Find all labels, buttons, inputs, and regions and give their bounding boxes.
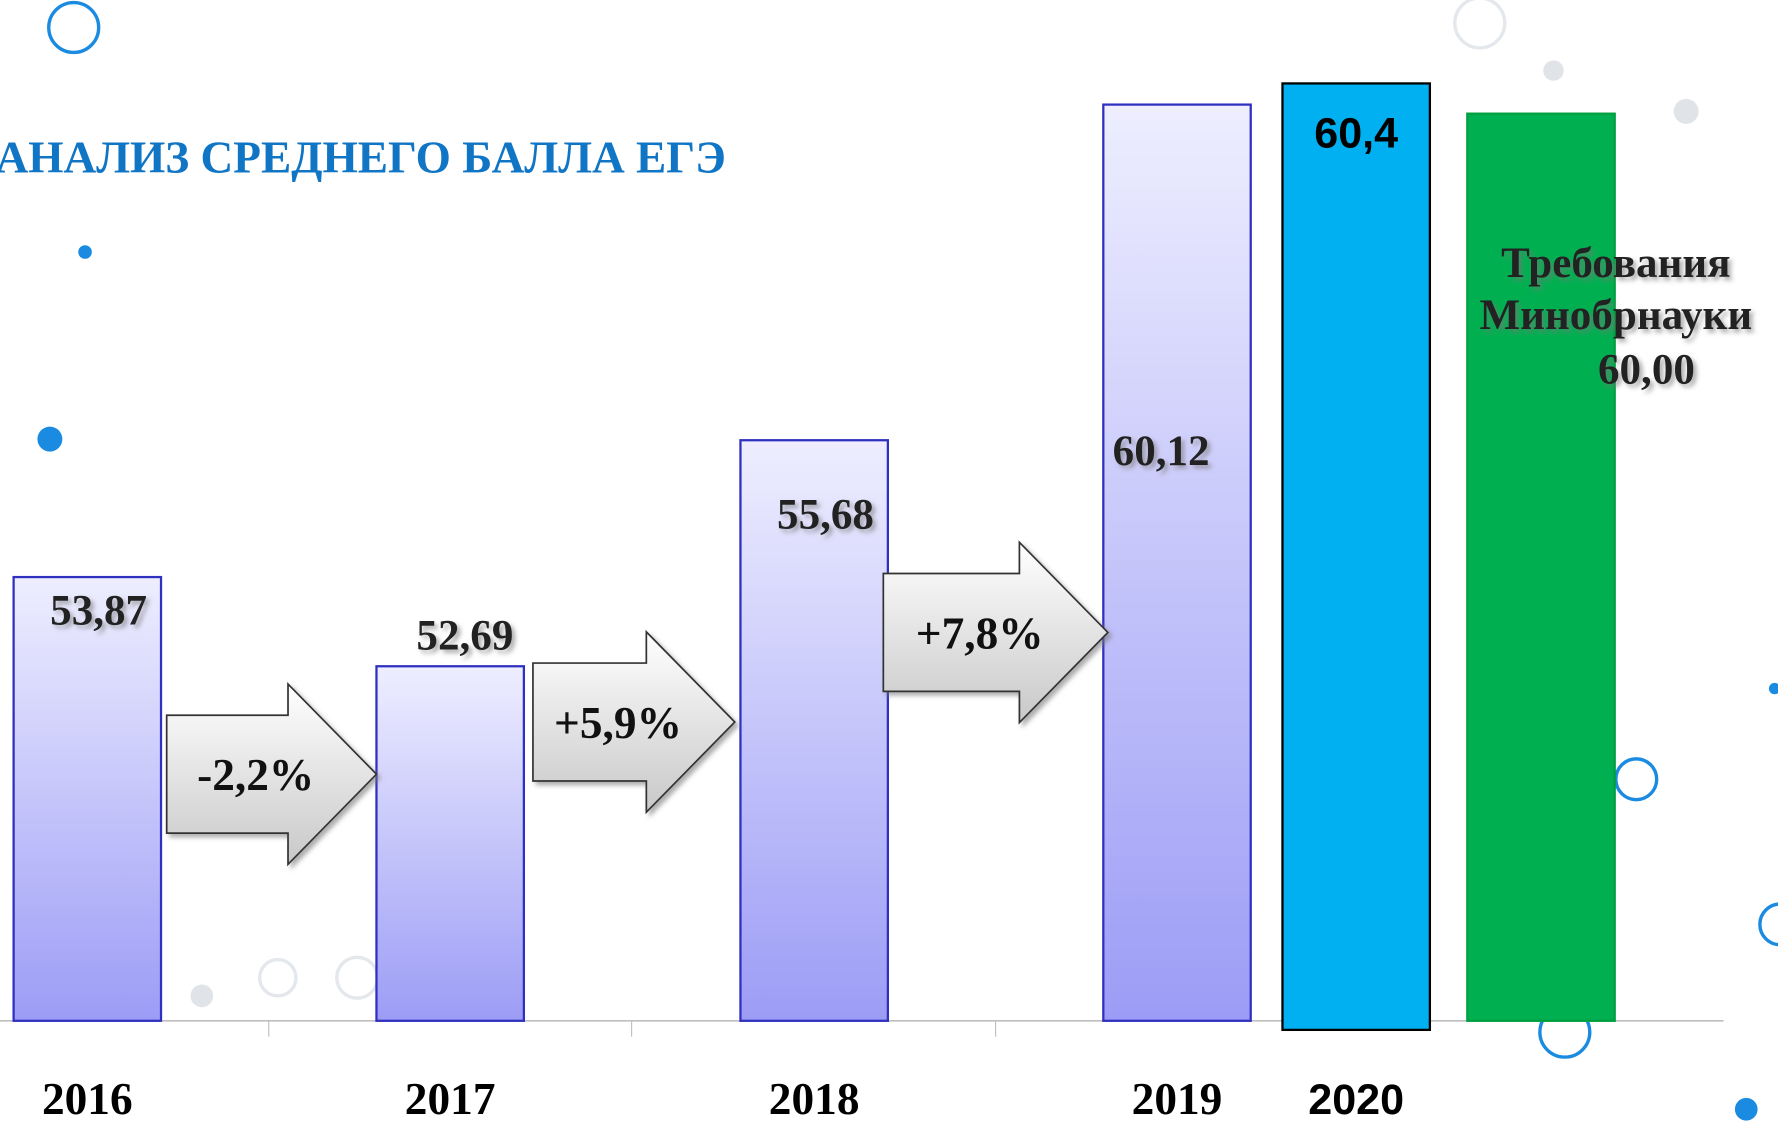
x-tick-label: 2017 xyxy=(405,1074,496,1122)
value-label: 52,69 xyxy=(416,612,513,659)
decoration xyxy=(37,0,1778,1121)
bar xyxy=(1281,82,1432,1032)
value-label: 60,4 xyxy=(1314,110,1398,158)
x-tick-label: 2020 xyxy=(1308,1076,1404,1122)
value-label: 53,87 xyxy=(50,588,147,635)
x-tick-label: 2016 xyxy=(42,1074,133,1122)
x-tick-label: 2018 xyxy=(769,1074,860,1122)
x-tick-label: 2019 xyxy=(1132,1074,1223,1122)
chart-title: АНАЛИЗ СРЕДНЕГО БАЛЛА ЕГЭ xyxy=(0,133,726,183)
bar xyxy=(1466,112,1616,1022)
arrow xyxy=(532,629,736,815)
bar xyxy=(739,439,889,1022)
bar xyxy=(1102,103,1252,1022)
bar xyxy=(12,575,163,1022)
arrow xyxy=(882,540,1110,725)
arrow-label: -2,2% xyxy=(197,750,314,800)
arrow-label: +5,9% xyxy=(554,698,682,748)
value-label: 60,00 xyxy=(1598,347,1695,394)
annotation: Требования xyxy=(1501,240,1730,287)
arrow xyxy=(165,681,378,867)
value-label: 60,12 xyxy=(1113,428,1210,475)
value-label: 55,68 xyxy=(777,492,874,539)
bar xyxy=(375,665,526,1022)
arrow-label: +7,8% xyxy=(916,608,1044,658)
annotation: Минобрнауки xyxy=(1479,292,1752,339)
